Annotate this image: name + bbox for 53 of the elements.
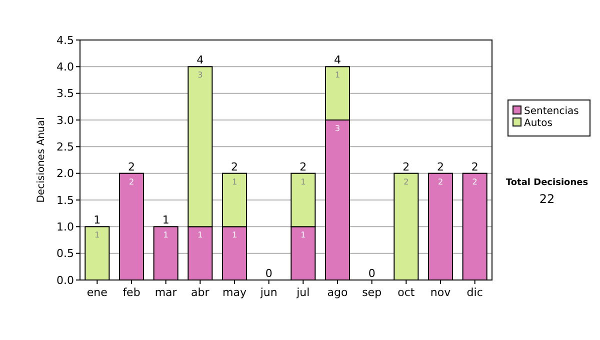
data-label: 3	[198, 70, 203, 80]
y-tick-label: 2.0	[56, 167, 74, 180]
x-tick-label: jul	[296, 286, 310, 299]
x-tick-label: mar	[154, 286, 178, 299]
total-label: 4	[334, 54, 341, 67]
y-axis-title: Decisiones Anual	[36, 117, 47, 203]
y-tick-label: 4.5	[56, 34, 74, 47]
data-label: 1	[334, 70, 340, 80]
y-tick-label: 1.0	[56, 220, 74, 234]
data-label: 1	[300, 230, 306, 240]
total-label: 4	[196, 54, 204, 67]
data-label: 2	[472, 177, 478, 186]
x-tick-label: abr	[191, 286, 210, 299]
x-tick-label: ene	[86, 286, 108, 299]
text: 22	[539, 192, 555, 206]
data-label: 2	[128, 177, 134, 186]
data-label: 1	[232, 230, 238, 240]
text: Total Decisiones	[506, 178, 588, 188]
data-label: 2	[404, 177, 409, 186]
y-tick-label: 3.0	[56, 114, 74, 127]
x-tick-label: jun	[259, 286, 278, 299]
total-label: 2	[231, 160, 238, 174]
total-label: 1	[162, 214, 170, 227]
legend-label: Sentencias	[524, 106, 579, 117]
total-label: 2	[437, 160, 444, 174]
y-tick-label: 3.5	[56, 87, 74, 100]
x-tick-label: may	[222, 286, 247, 299]
legend-label: Autos	[524, 118, 552, 129]
x-tick-label: oct	[398, 286, 416, 299]
x-tick-label: nov	[430, 286, 452, 299]
total-label: 0	[265, 267, 272, 280]
y-tick-label: 0.5	[56, 247, 74, 260]
y-tick-label: 0.0	[56, 274, 74, 287]
data-label: 1	[163, 230, 168, 240]
data-label: 1	[300, 177, 306, 186]
total-label: 2	[300, 160, 307, 174]
data-label: 3	[334, 124, 340, 133]
data-label: 1	[232, 177, 238, 186]
total-label: 0	[368, 267, 376, 280]
data-label: 2	[438, 177, 444, 186]
x-tick-label: ago	[327, 286, 348, 299]
data-label: 1	[94, 230, 100, 240]
y-tick-label: 1.5	[56, 194, 74, 207]
data-label: 1	[198, 230, 203, 240]
y-tick-label: 2.5	[56, 140, 74, 154]
x-tick-label: sep	[362, 286, 382, 299]
x-tick-label: feb	[122, 286, 140, 299]
total-label: 2	[128, 160, 135, 174]
total-label: 2	[402, 160, 410, 174]
total-label: 1	[94, 214, 101, 227]
y-tick-label: 4.0	[56, 60, 74, 74]
x-tick-label: dic	[466, 286, 483, 299]
total-label: 2	[471, 160, 478, 174]
